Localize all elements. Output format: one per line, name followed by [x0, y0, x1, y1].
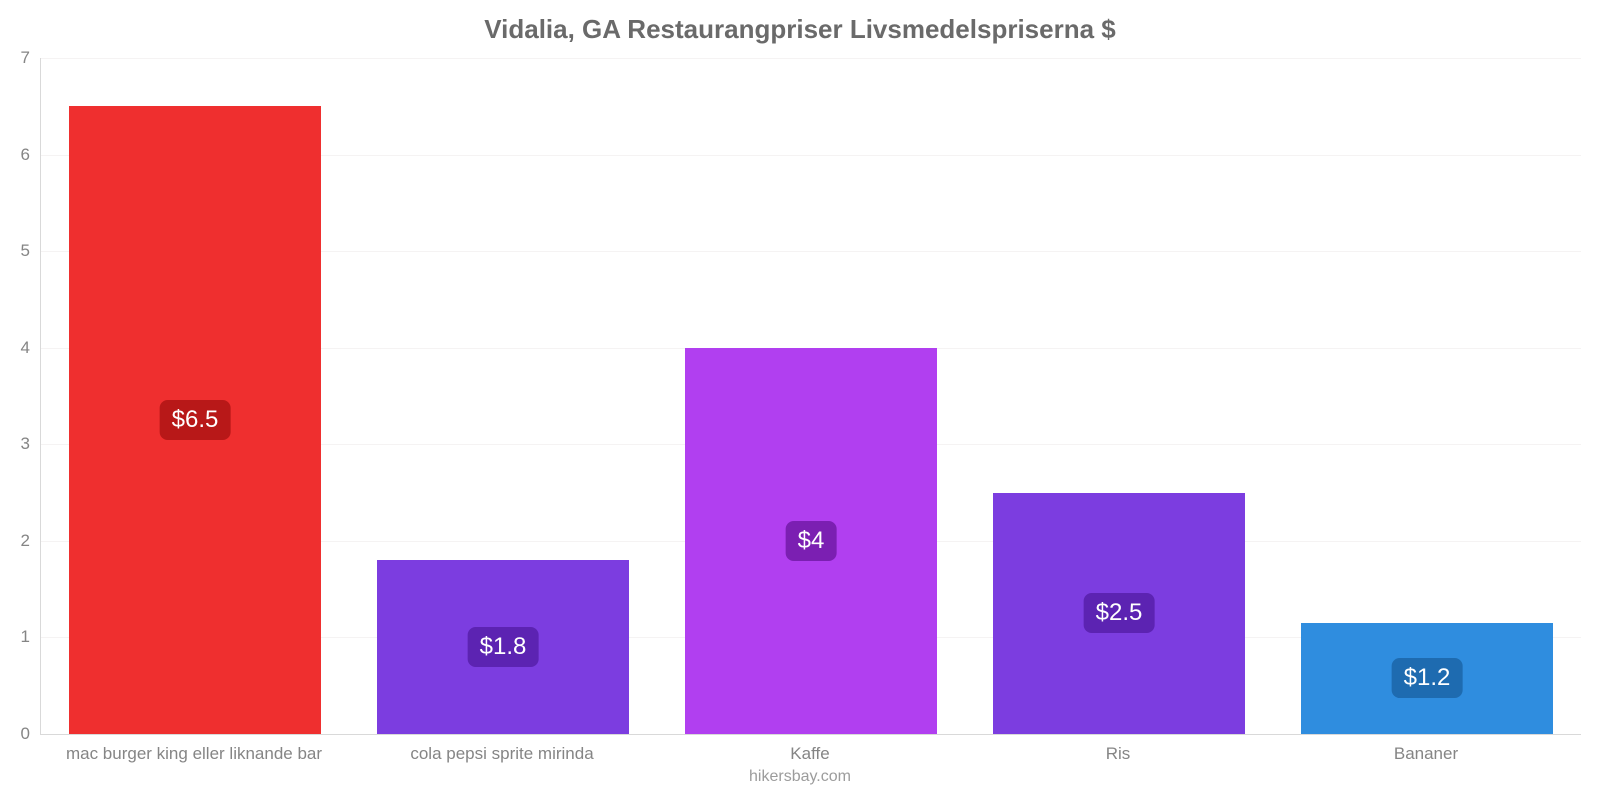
y-tick-label: 2 — [0, 531, 30, 551]
credit-text: hikersbay.com — [0, 768, 1600, 786]
y-tick-label: 4 — [0, 338, 30, 358]
value-badge: $2.5 — [1084, 593, 1155, 633]
value-badge: $1.8 — [468, 627, 539, 667]
value-badge: $4 — [786, 521, 837, 561]
chart-title: Vidalia, GA Restaurangpriser Livsmedelsp… — [0, 14, 1600, 45]
y-tick-label: 3 — [0, 434, 30, 454]
x-tick-label: Bananer — [1394, 744, 1458, 764]
value-badge: $1.2 — [1392, 658, 1463, 698]
y-tick-label: 0 — [0, 724, 30, 744]
y-tick-label: 5 — [0, 241, 30, 261]
price-chart: Vidalia, GA Restaurangpriser Livsmedelsp… — [0, 0, 1600, 800]
value-badge: $6.5 — [160, 400, 231, 440]
x-tick-label: Ris — [1106, 744, 1131, 764]
y-tick-label: 6 — [0, 145, 30, 165]
x-tick-label: cola pepsi sprite mirinda — [410, 744, 593, 764]
x-tick-label: Kaffe — [790, 744, 829, 764]
x-tick-label: mac burger king eller liknande bar — [66, 744, 322, 764]
y-tick-label: 7 — [0, 48, 30, 68]
y-tick-label: 1 — [0, 627, 30, 647]
plot-area: $6.5 $1.8 $4 $2.5 $1.2 — [40, 58, 1581, 735]
gridline — [41, 58, 1581, 59]
